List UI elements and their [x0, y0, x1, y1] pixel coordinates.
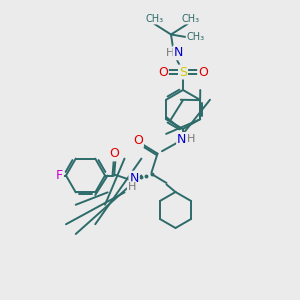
- Text: H: H: [166, 48, 175, 58]
- Text: H: H: [187, 134, 196, 145]
- Text: O: O: [133, 134, 143, 147]
- Text: O: O: [109, 147, 119, 161]
- Text: H: H: [128, 182, 136, 192]
- Text: CH₃: CH₃: [182, 14, 200, 24]
- Text: S: S: [179, 65, 187, 79]
- Text: O: O: [158, 65, 168, 79]
- Text: F: F: [56, 169, 63, 182]
- Text: CH₃: CH₃: [187, 32, 205, 43]
- Text: N: N: [173, 46, 183, 59]
- Text: N: N: [177, 133, 187, 146]
- Text: N: N: [129, 172, 139, 185]
- Text: CH₃: CH₃: [146, 14, 164, 24]
- Text: O: O: [198, 65, 208, 79]
